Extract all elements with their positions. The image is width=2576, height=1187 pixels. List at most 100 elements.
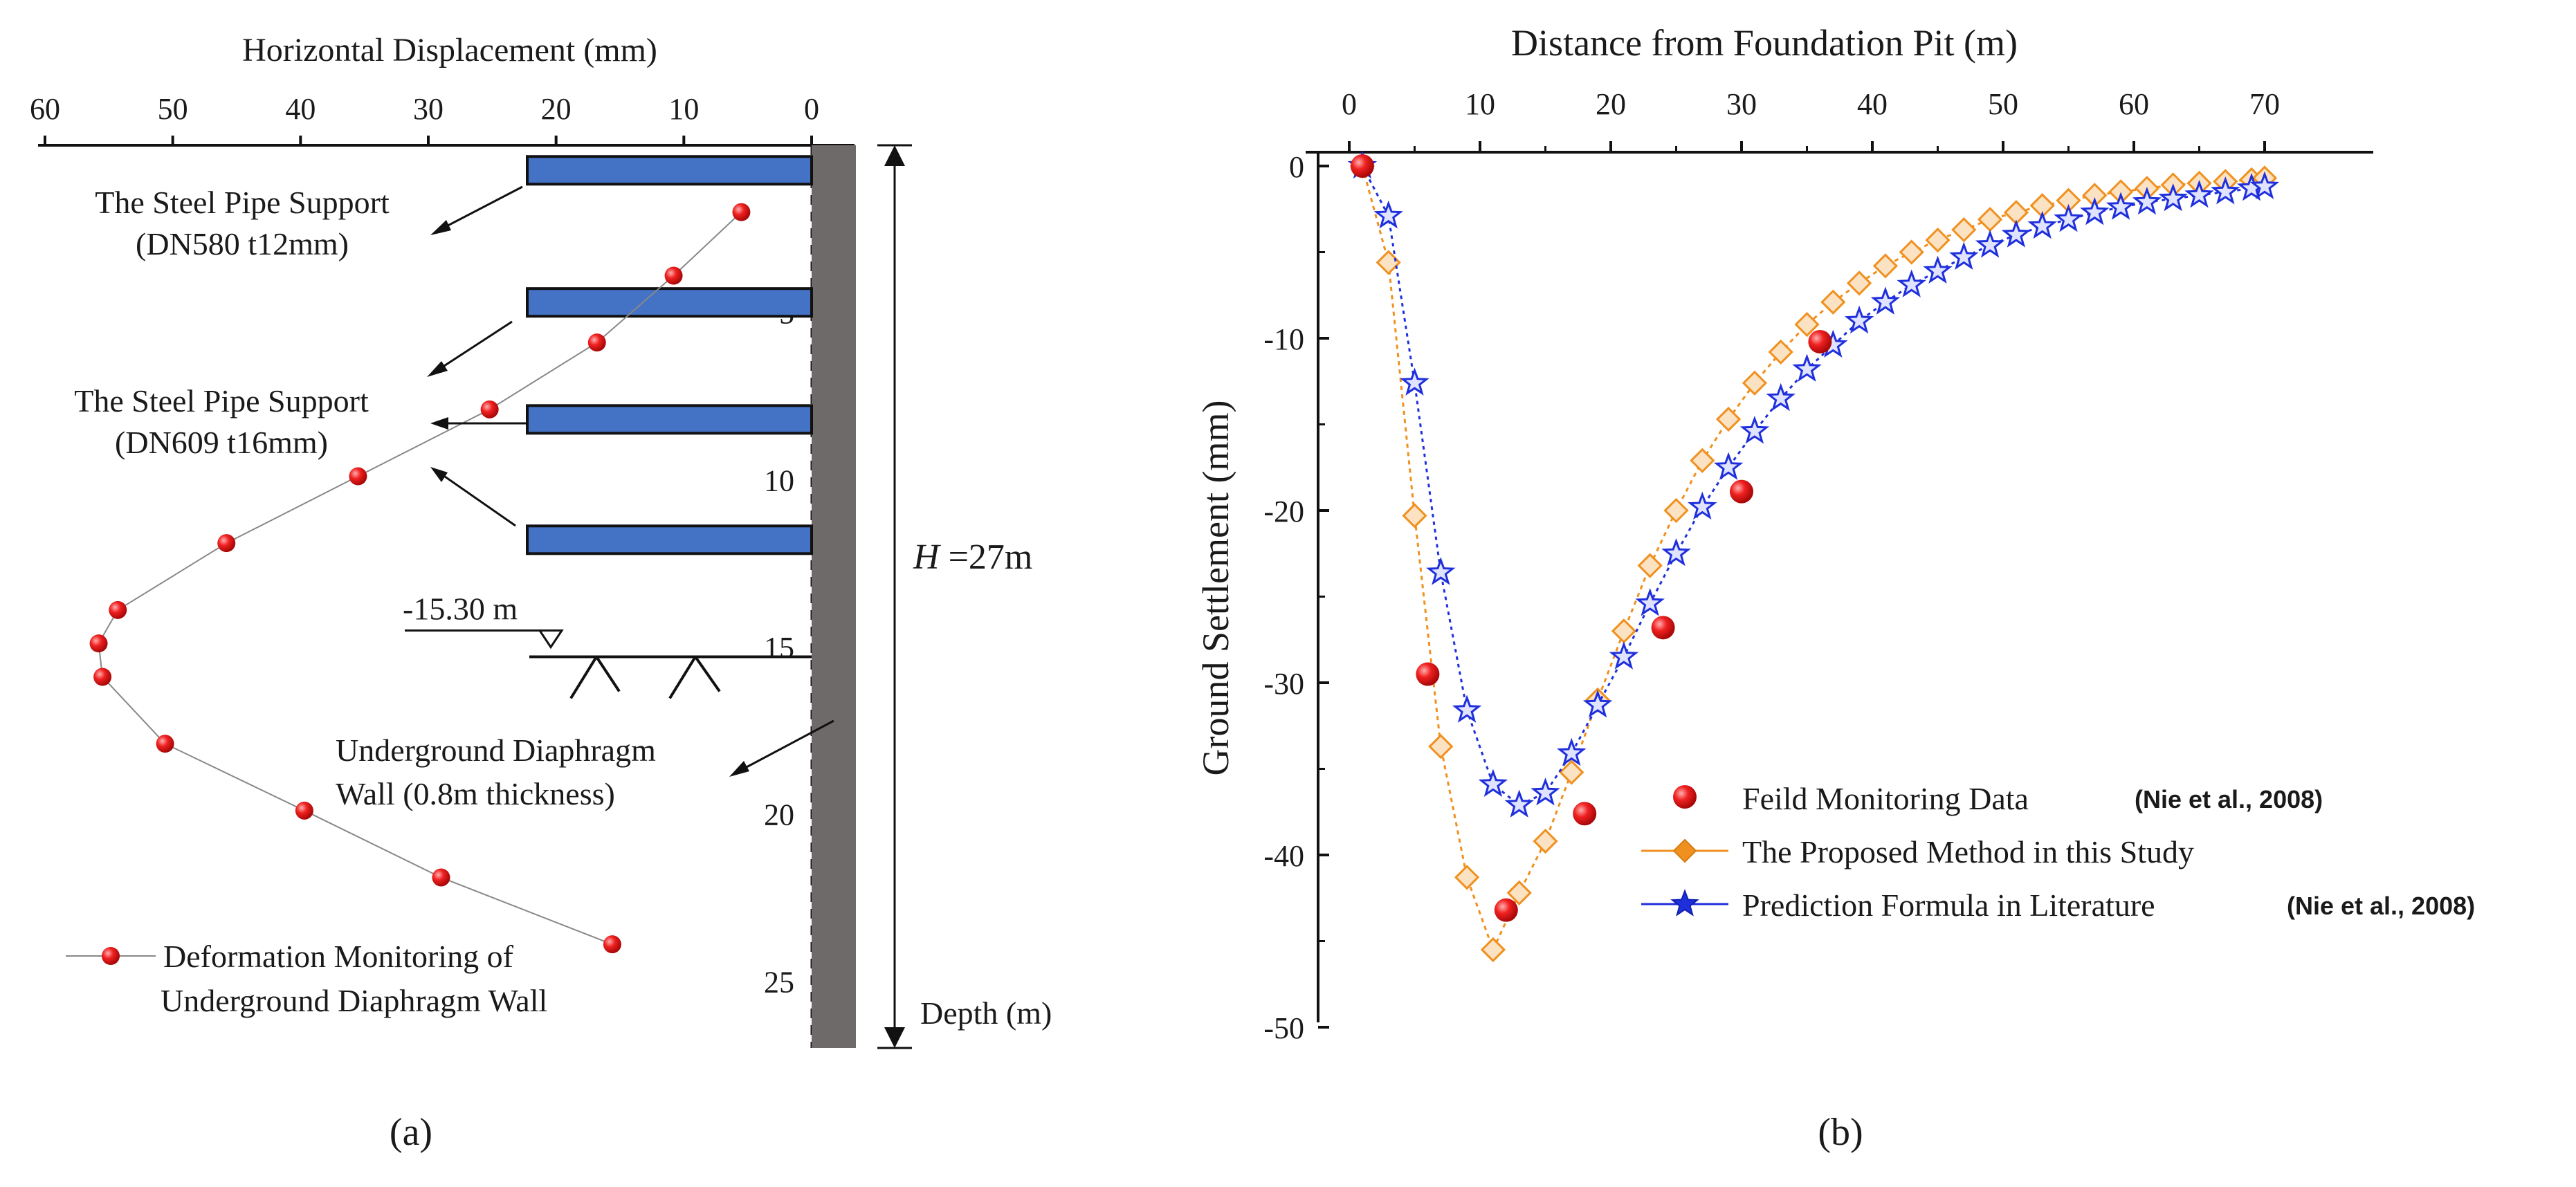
a-x-ticks: 60 50 40 30 20 10 0 — [30, 92, 819, 145]
a-support1-label-line1: The Steel Pipe Support — [95, 185, 390, 220]
a-arrowhead-support2 — [427, 361, 448, 377]
b-proposed-point — [1768, 339, 1793, 365]
b-proposed-point — [1454, 865, 1480, 890]
b-prediction-point — [1975, 230, 2005, 258]
b-prediction-point — [1713, 452, 1744, 480]
b-prediction-point — [1949, 241, 1979, 270]
b-prediction-point — [1844, 305, 1874, 334]
a-x-tick-label: 50 — [158, 92, 188, 126]
b-legend-label-field: Feild Monitoring Data — [1742, 781, 2029, 816]
b-field-point — [1651, 616, 1675, 640]
a-legend: Deformation Monitoring of Underground Di… — [66, 939, 547, 1018]
a-diaphragm-wall — [812, 145, 856, 1048]
b-prediction-point — [1478, 769, 1508, 798]
a-steel-support — [526, 524, 813, 555]
b-legend: Feild Monitoring Data (Nie et al., 2008)… — [1641, 781, 2475, 923]
a-arrowhead-support1 — [430, 220, 451, 235]
a-arrow-support2 — [432, 320, 513, 375]
b-prediction-point — [2158, 183, 2188, 212]
b-y-tick-label: -20 — [1263, 495, 1304, 528]
a-steel-support — [526, 404, 813, 435]
b-proposed-point — [1663, 497, 1689, 524]
b-legend-citation-field: (Nie et al., 2008) — [2135, 785, 2323, 813]
b-prediction-point — [1897, 269, 1926, 297]
a-x-tick-label: 0 — [804, 92, 819, 126]
b-proposed-point — [1402, 503, 1427, 528]
b-prediction-point — [1504, 789, 1534, 818]
b-prediction-point — [1661, 537, 1691, 567]
a-soil-hatch — [569, 656, 721, 699]
a-support1-label-line2: (DN580 t12mm) — [136, 226, 349, 261]
b-prediction-point — [2027, 210, 2057, 239]
a-deformation-point — [89, 634, 108, 653]
b-x-tick-label: 30 — [1726, 87, 1757, 121]
a-x-tick-label: 10 — [668, 92, 699, 126]
a-arrow-support1 — [435, 185, 523, 233]
b-field-point — [1808, 329, 1832, 353]
b-proposed-point — [1846, 270, 1872, 296]
panel-b-label: (b) — [1818, 1111, 1863, 1154]
b-proposed-point — [1951, 217, 1977, 243]
panel-a: 60 50 40 30 20 10 0 Horizontal Displacement (m… — [30, 32, 1052, 1154]
b-proposed-point — [1533, 828, 1558, 854]
b-prediction-point — [2080, 196, 2110, 226]
a-arrow-support4 — [435, 469, 516, 527]
b-x-tick-label: 70 — [2249, 87, 2280, 121]
a-y-tick-label: 25 — [764, 965, 794, 999]
b-proposed-point — [1742, 370, 1768, 396]
b-y-tick-label: -30 — [1263, 667, 1304, 701]
a-deformation-point — [349, 467, 367, 486]
b-x-axis-title: Distance from Foundation Pit (m) — [1511, 22, 2018, 64]
b-field-point — [1350, 154, 1374, 178]
b-proposed-point — [1690, 448, 1715, 473]
b-x-tick-label: 40 — [1857, 87, 1888, 121]
b-prediction-point — [2211, 176, 2240, 205]
b-field-point — [1416, 662, 1440, 686]
b-y-tick-label: -40 — [1263, 839, 1304, 873]
b-prediction-point — [2132, 186, 2162, 215]
b-y-tick-label: -10 — [1263, 322, 1304, 356]
b-proposed-point — [1506, 880, 1532, 905]
a-supports — [526, 155, 813, 555]
a-arrowhead-wall — [729, 761, 749, 777]
b-prediction-point — [2249, 171, 2280, 199]
b-legend-marker-prediction — [1670, 889, 1699, 917]
b-x-tick-label: 0 — [1342, 87, 1357, 121]
a-x-axis-title: Horizontal Displacement (mm) — [242, 32, 657, 68]
a-support2-label-line1: The Steel Pipe Support — [74, 383, 369, 418]
panel-b: Distance from Foundation Pit (m) 0 10 20 30… — [1195, 22, 2475, 1154]
b-prediction-point — [2054, 203, 2083, 232]
a-legend-marker — [102, 947, 120, 965]
a-height-arrow-top — [884, 145, 905, 166]
a-deformation-curve — [98, 211, 742, 946]
b-prediction-point — [1739, 416, 1770, 444]
a-steel-support — [526, 287, 813, 318]
a-deformation-point — [587, 333, 606, 352]
b-y-axis-title: Ground Settlement (mm) — [1195, 401, 1236, 776]
a-x-tick-label: 40 — [285, 92, 316, 126]
b-series — [1347, 150, 2280, 963]
b-x-ticks: 0 10 20 30 40 50 60 70 — [1342, 87, 2280, 152]
b-field-point — [1494, 898, 1518, 922]
a-annotation-arrows — [427, 185, 526, 527]
a-deformation-point — [603, 935, 621, 954]
b-x-tick-label: 10 — [1465, 87, 1495, 121]
a-deformation-point — [432, 868, 450, 887]
a-height-label: H =27m — [913, 537, 1032, 577]
a-deformation-point — [664, 266, 683, 285]
a-y-tick-label: 15 — [764, 631, 794, 665]
b-prediction-point — [1452, 694, 1482, 723]
b-proposed-point — [1611, 618, 1637, 644]
b-x-tick-label: 20 — [1596, 87, 1626, 121]
b-proposed-point — [1480, 937, 1506, 963]
a-y-tick-label: 20 — [764, 798, 794, 832]
b-legend-label-proposed: The Proposed Method in this Study — [1742, 834, 2194, 869]
b-proposed-point — [1899, 239, 1924, 265]
b-legend-marker-field — [1673, 785, 1697, 809]
b-legend-citation-prediction: (Nie et al., 2008) — [2287, 892, 2475, 920]
a-deformation-point — [93, 668, 112, 686]
b-prediction-point — [1792, 353, 1822, 382]
b-y-ticks: 0 -10 -20 -30 -40 -50 — [1263, 150, 1329, 1045]
a-y-tick-label: 10 — [764, 463, 794, 497]
b-proposed-point — [1794, 311, 1820, 338]
